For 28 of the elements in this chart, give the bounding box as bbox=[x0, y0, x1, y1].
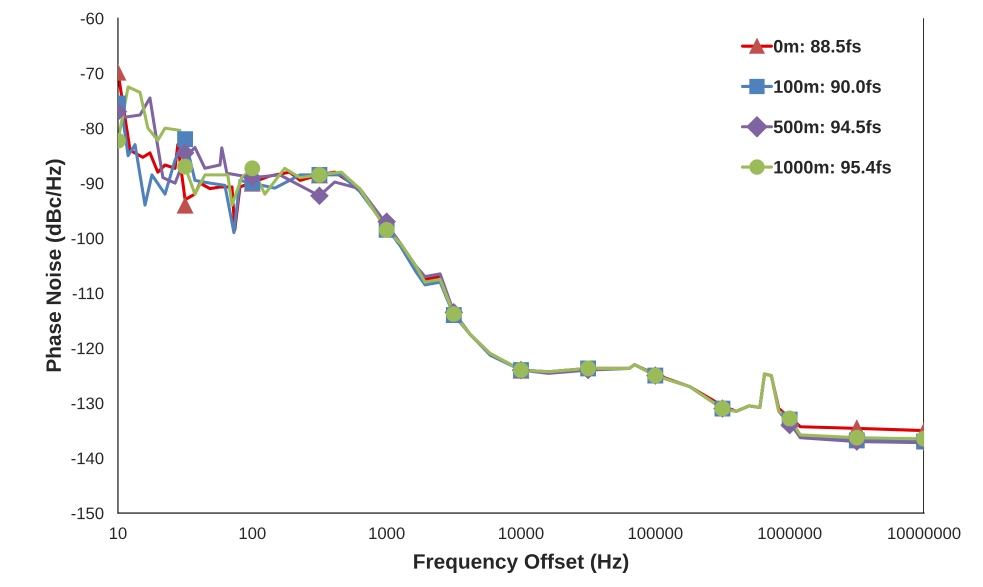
x-tick-label: 1000 bbox=[369, 527, 405, 540]
y-tick-label: -150 bbox=[71, 507, 104, 520]
x-tick-label: 10000 bbox=[499, 527, 544, 540]
y-tick-label: -110 bbox=[72, 288, 104, 300]
x-tick-label: 10000000 bbox=[888, 527, 960, 540]
x-tick-label: 10 bbox=[110, 527, 127, 540]
y-tick-label: -60 bbox=[80, 12, 104, 24]
y-tick-label: -80 bbox=[80, 122, 104, 134]
y-axis-title: Phase Noise (dBc/Hz) bbox=[46, 160, 66, 372]
x-axis-title: Frequency Offset (Hz) bbox=[414, 554, 628, 573]
y-tick-label: -140 bbox=[71, 452, 104, 464]
y-tick-label: -100 bbox=[71, 232, 104, 244]
y-tick-label: -120 bbox=[71, 342, 104, 354]
legend-label: 500m: 94.5fs bbox=[774, 120, 881, 134]
point bbox=[244, 160, 260, 176]
y-tick-label: -90 bbox=[80, 178, 104, 190]
x-tick-label: 100 bbox=[240, 527, 266, 540]
legend-label: 0m: 88.5fs bbox=[774, 39, 861, 53]
y-tick-label: -130 bbox=[71, 397, 104, 410]
x-tick-label: 1000000 bbox=[758, 527, 822, 540]
point bbox=[310, 186, 329, 206]
x-tick-label: 100000 bbox=[628, 527, 682, 540]
point bbox=[848, 430, 865, 446]
legend-label: 1000m: 95.4fs bbox=[774, 160, 891, 174]
legend-label: 100m: 90.0fs bbox=[774, 80, 881, 93]
point bbox=[177, 158, 194, 175]
point bbox=[177, 131, 194, 148]
y-tick-label: -70 bbox=[80, 68, 104, 80]
